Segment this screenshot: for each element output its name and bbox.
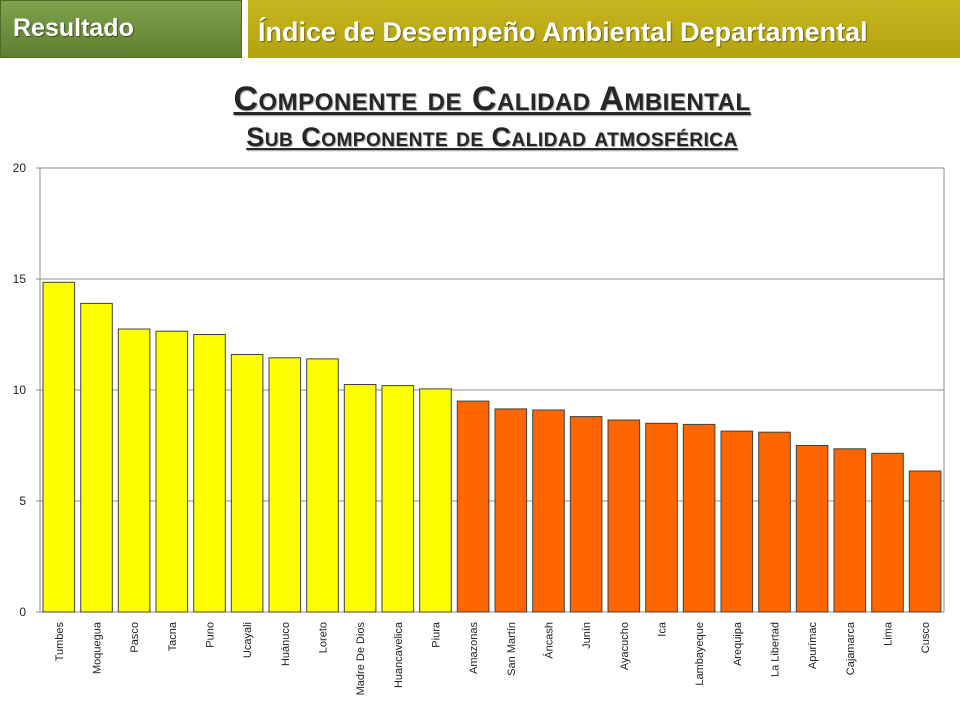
x-tick-label: Ayacucho bbox=[619, 622, 631, 670]
x-tick-label: San Martín bbox=[506, 622, 518, 676]
x-tick-label: Piura bbox=[431, 621, 443, 648]
bar-17 bbox=[682, 423, 716, 613]
y-tick-label: 5 bbox=[19, 494, 26, 508]
bar-13 bbox=[532, 409, 565, 613]
bar-10 bbox=[419, 388, 452, 613]
bar-16 bbox=[645, 422, 678, 613]
x-tick-label: Amazonas bbox=[468, 622, 480, 674]
result-tab: Resultado bbox=[0, 0, 242, 58]
bar-19 bbox=[758, 431, 791, 613]
y-tick-label: 10 bbox=[13, 383, 27, 397]
bar-22 bbox=[871, 452, 904, 613]
bar-9 bbox=[381, 385, 415, 613]
result-tab-label: Resultado bbox=[13, 14, 134, 42]
index-header: Índice de Desempeño Ambiental Departamen… bbox=[248, 0, 960, 58]
x-tick-label: Pasco bbox=[129, 622, 141, 653]
bar-11 bbox=[456, 400, 490, 613]
bar-8 bbox=[343, 384, 377, 613]
bar-4 bbox=[193, 334, 226, 613]
x-tick-label: Ica bbox=[657, 621, 669, 637]
bar-3 bbox=[155, 330, 189, 613]
x-tick-label: Loreto bbox=[318, 622, 330, 653]
y-tick-label: 15 bbox=[13, 272, 27, 286]
x-tick-label: Moquegua bbox=[92, 621, 104, 674]
x-tick-label: La Libertad bbox=[770, 622, 782, 677]
y-tick-label: 20 bbox=[13, 161, 27, 175]
chart-subtitle: Sub Componente de Calidad atmosférica bbox=[246, 122, 738, 152]
x-tick-label: Arequipa bbox=[732, 621, 744, 666]
bar-5 bbox=[230, 354, 264, 613]
bar-23 bbox=[908, 470, 942, 613]
index-header-label: Índice de Desempeño Ambiental Departamen… bbox=[258, 17, 868, 47]
chart-title: Componente de Calidad Ambiental bbox=[233, 80, 751, 118]
x-tick-label: Huánuco bbox=[280, 622, 292, 666]
bar-20 bbox=[795, 445, 829, 613]
x-tick-label: Ucayali bbox=[242, 622, 254, 658]
x-tick-label: Lima bbox=[883, 621, 895, 646]
bar-15 bbox=[607, 419, 641, 613]
bar-12 bbox=[494, 408, 528, 613]
bar-6 bbox=[268, 357, 302, 613]
x-tick-label: Puno bbox=[205, 622, 217, 648]
x-tick-label: Huancavelica bbox=[393, 621, 405, 688]
x-tick-label: Tumbes bbox=[54, 622, 66, 662]
bar-18 bbox=[720, 430, 754, 613]
x-tick-label: Áncash bbox=[543, 622, 556, 659]
x-tick-label: Lambayeque bbox=[694, 622, 706, 686]
bar-0 bbox=[42, 281, 76, 613]
bar-1 bbox=[80, 302, 113, 613]
x-tick-label: Cajamarca bbox=[845, 621, 857, 675]
bar-14 bbox=[569, 416, 603, 613]
x-tick-label: Cusco bbox=[920, 622, 932, 653]
bar-7 bbox=[306, 358, 339, 613]
bar-21 bbox=[833, 448, 867, 613]
x-tick-label: Junín bbox=[581, 622, 593, 649]
x-tick-label: Apurímac bbox=[807, 622, 819, 670]
x-tick-label: Madre De Dios bbox=[355, 622, 367, 696]
bar-2 bbox=[117, 328, 151, 613]
x-tick-label: Tacna bbox=[167, 621, 179, 651]
y-tick-label: 0 bbox=[19, 605, 26, 619]
